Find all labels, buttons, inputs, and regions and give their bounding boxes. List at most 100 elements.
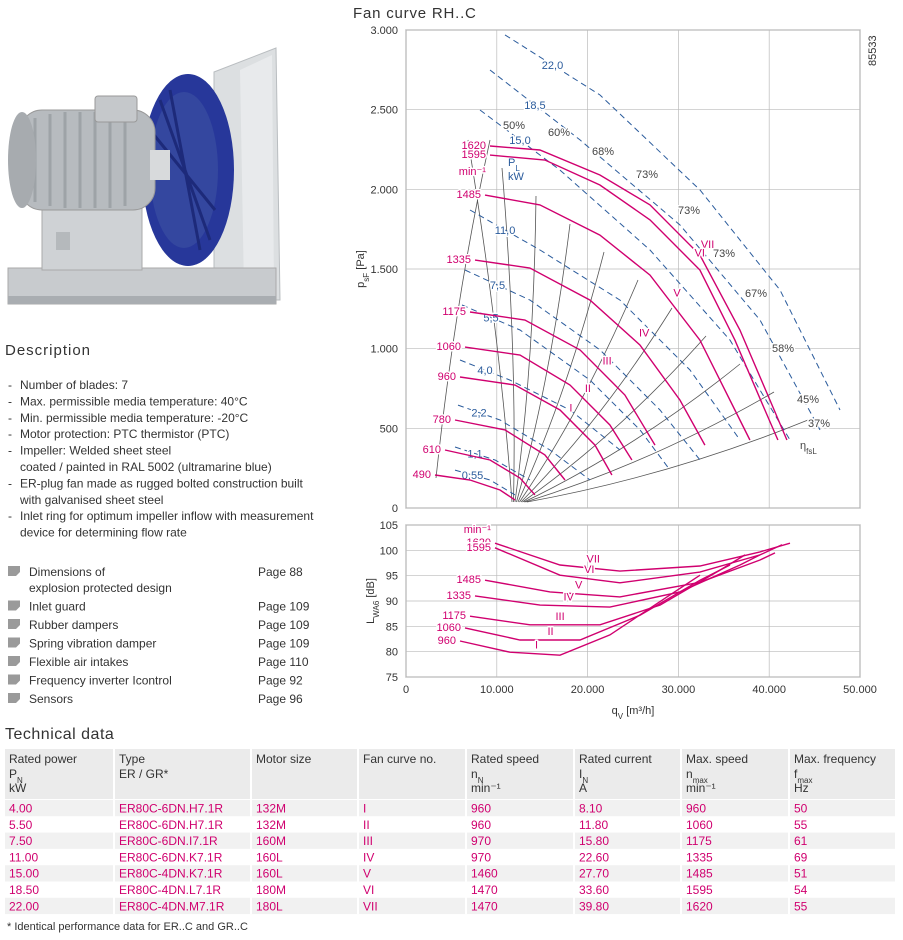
column-symbol-part: n bbox=[471, 767, 478, 781]
power-label: 11,0 bbox=[495, 225, 516, 237]
efficiency-symbol-part: fsL bbox=[806, 447, 817, 456]
speed-label: 1060 bbox=[437, 341, 461, 353]
y-tick-label: 80 bbox=[386, 647, 398, 659]
speed-curve bbox=[464, 564, 731, 641]
curve-number: III bbox=[602, 356, 611, 368]
efficiency-label: 73% bbox=[636, 169, 658, 181]
accessory-page: Page 109 bbox=[258, 618, 310, 632]
y-axis-label-part: WA6 bbox=[372, 600, 381, 618]
curve-number: VI bbox=[695, 248, 705, 260]
x-tick-label: 0 bbox=[403, 684, 409, 696]
bullet: - bbox=[8, 378, 12, 392]
curve-number: III bbox=[555, 611, 564, 623]
table-cell: 1595 bbox=[686, 883, 713, 897]
power-label: 2,2 bbox=[471, 408, 486, 420]
column-header: Max. frequency bbox=[794, 752, 876, 766]
y-axis-label-part: sF bbox=[362, 273, 371, 282]
curve-number: IV bbox=[564, 592, 575, 604]
accessory-icon bbox=[8, 566, 20, 576]
column-symbol: fmax bbox=[794, 767, 812, 785]
table-cell: 970 bbox=[471, 850, 491, 864]
accessory-page: Page 109 bbox=[258, 600, 310, 614]
y-axis-label: LWA6 [dB] bbox=[365, 578, 381, 624]
table-cell: 27.70 bbox=[579, 867, 609, 881]
accessory-icon bbox=[8, 637, 20, 648]
table-cell: 180L bbox=[256, 899, 283, 913]
table-cell: ER80C-6DN.H7.1R bbox=[119, 818, 223, 832]
table-cell: 39.80 bbox=[579, 899, 609, 913]
table-cell: 18.50 bbox=[9, 883, 39, 897]
speed-curve bbox=[469, 311, 656, 446]
power-label: 4,0 bbox=[477, 365, 492, 377]
speed-curve bbox=[474, 554, 761, 608]
efficiency-label: 73% bbox=[678, 205, 700, 217]
table-cell: 1335 bbox=[686, 850, 713, 864]
table-row-bg bbox=[5, 897, 895, 915]
table-cell: 1470 bbox=[471, 883, 498, 897]
accessory-name: Spring vibration damper bbox=[29, 637, 156, 651]
table-cell: 5.50 bbox=[9, 818, 33, 832]
table-cell: 15.00 bbox=[9, 867, 39, 881]
bullet: - bbox=[8, 444, 12, 458]
power-curve bbox=[479, 109, 791, 441]
speed-label: 1595 bbox=[466, 542, 490, 554]
accessory-icon bbox=[8, 619, 20, 629]
speed-curve bbox=[489, 145, 788, 441]
column-header: Rated power bbox=[9, 752, 77, 766]
table-cell: 132M bbox=[256, 802, 286, 816]
table-cell: 61 bbox=[794, 834, 808, 848]
efficiency-label: 37% bbox=[808, 418, 830, 430]
table-cell: 22.00 bbox=[9, 899, 39, 913]
table-row-bg bbox=[5, 816, 895, 833]
column-unit: Hz bbox=[794, 781, 809, 795]
column-header: Rated current bbox=[579, 752, 652, 766]
speed-curve bbox=[494, 542, 791, 572]
efficiency-label: 45% bbox=[797, 394, 819, 406]
power-curve bbox=[489, 69, 821, 431]
system-line bbox=[467, 139, 513, 503]
column-header: Type bbox=[119, 752, 145, 766]
table-cell: 8.10 bbox=[579, 802, 603, 816]
table-cell: 180M bbox=[256, 883, 286, 897]
speed-curve bbox=[474, 259, 706, 446]
speed-label: 1620 bbox=[462, 140, 486, 152]
column-header: Rated speed bbox=[471, 752, 539, 766]
table-cell: 1470 bbox=[471, 899, 498, 913]
curve-number: IV bbox=[639, 327, 650, 339]
table-row-bg bbox=[5, 848, 895, 866]
power-label: 7,5 bbox=[490, 280, 505, 292]
curve-number: I bbox=[569, 402, 572, 414]
description-item: Impeller: Welded sheet steel bbox=[20, 444, 171, 458]
y-tick-label: 100 bbox=[380, 545, 398, 557]
table-cell: V bbox=[363, 867, 371, 881]
column-symbol-part: I bbox=[579, 767, 582, 781]
column-header: Motor size bbox=[256, 752, 312, 766]
efficiency-label: 67% bbox=[745, 288, 767, 300]
description-item: device for determining flow rate bbox=[20, 526, 187, 540]
x-axis-label-part: q bbox=[612, 705, 618, 717]
table-cell: 160L bbox=[256, 867, 283, 881]
table-cell: 15.80 bbox=[579, 834, 609, 848]
power-curve bbox=[454, 469, 516, 496]
table-cell: 50 bbox=[794, 802, 808, 816]
power-curve bbox=[504, 34, 841, 411]
speed-label: 1485 bbox=[457, 189, 481, 201]
table-cell: 11.80 bbox=[579, 818, 608, 832]
x-tick-label: 20.000 bbox=[571, 684, 605, 696]
y-tick-label: 500 bbox=[380, 423, 398, 435]
accessory-name: Sensors bbox=[29, 692, 73, 706]
power-unit-label-part: L bbox=[515, 164, 520, 173]
y-tick-label: 0 bbox=[392, 503, 398, 515]
description-item: ER-plug fan made as rugged bolted constr… bbox=[20, 476, 304, 490]
column-symbol: nN bbox=[471, 767, 484, 785]
curve-number: II bbox=[585, 383, 591, 395]
accessory-name: explosion protected design bbox=[29, 581, 172, 595]
system-line bbox=[517, 251, 605, 503]
table-cell: 1620 bbox=[686, 899, 713, 913]
accessory-name: Rubber dampers bbox=[29, 618, 118, 632]
speed-label: 1335 bbox=[447, 590, 471, 602]
y-axis-label-part: [Pa] bbox=[355, 250, 367, 273]
table-cell: 11.00 bbox=[9, 850, 38, 864]
efficiency-symbol: ηfsL bbox=[800, 440, 817, 456]
